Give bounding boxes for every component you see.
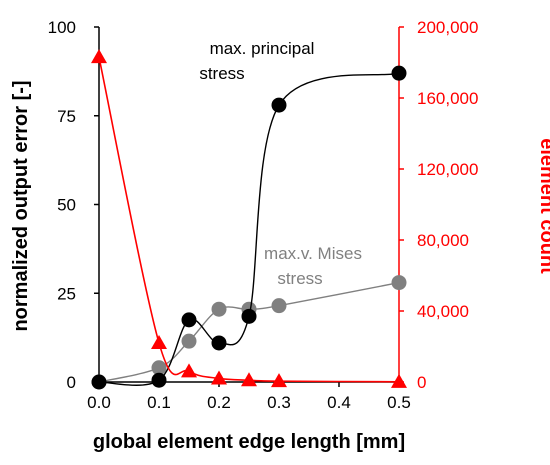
data-point-principal [91, 374, 107, 390]
data-point-principal [151, 372, 167, 388]
data-point-element-count [181, 363, 197, 378]
data-point-element-count [391, 373, 407, 388]
y-tick-label: 0 [67, 373, 76, 392]
data-point-mises [151, 360, 167, 376]
y2-tick-label: 40,000 [417, 302, 469, 321]
annotation-mises-line2: stress [277, 269, 322, 288]
annotation-principal-line1: max. principal [210, 39, 315, 58]
annotation-mises-line1: max.v. Mises [264, 244, 362, 263]
x-tick-label: 0.1 [147, 393, 171, 412]
y-tick-label: 75 [57, 107, 76, 126]
series-line-principal [98, 72, 400, 386]
x-axis-title: global element edge length [mm] [93, 431, 405, 453]
y-tick-label: 100 [48, 18, 76, 37]
x-tick-label: 0.2 [207, 393, 231, 412]
x-tick-label: 0.5 [387, 393, 411, 412]
x-tick-label: 0.3 [267, 393, 291, 412]
x-tick-label: 0.4 [327, 393, 351, 412]
data-point-principal [271, 97, 287, 113]
series-line-mises [98, 281, 400, 383]
series-layer [91, 49, 407, 390]
data-point-principal [181, 312, 197, 328]
data-point-mises [181, 333, 197, 349]
y-axis-title: normalized output error [-] [10, 80, 32, 331]
data-point-element-count [211, 370, 227, 385]
series-line-element-count [98, 57, 400, 383]
y-tick-label: 25 [57, 284, 76, 303]
x-tick-label: 0.0 [87, 393, 111, 412]
data-point-element-count [91, 49, 107, 64]
y2-tick-label: 80,000 [417, 231, 469, 250]
axes-layer: 0.0 0.1 0.2 0.3 0.4 0.5 0 25 50 75 100 0 40,000 80,00… [48, 18, 479, 412]
y-tick-label: 50 [57, 196, 76, 215]
label-layer: global element edge length [mm] normaliz… [10, 39, 550, 453]
data-point-element-count [271, 373, 287, 388]
data-point-mises [391, 275, 407, 291]
data-point-principal [241, 308, 257, 324]
y2-tick-label: 160,000 [417, 89, 478, 108]
data-point-principal [211, 335, 227, 351]
data-point-mises [211, 301, 227, 317]
data-point-element-count [241, 372, 257, 387]
y2-tick-label: 200,000 [417, 18, 478, 37]
y2-tick-label: 120,000 [417, 160, 478, 179]
data-point-principal [391, 65, 407, 81]
annotation-principal-line2: stress [199, 64, 244, 83]
data-point-mises [271, 298, 287, 314]
y2-tick-label: 0 [417, 373, 426, 392]
data-point-element-count [151, 334, 167, 349]
y2-axis-title: element count [536, 138, 550, 274]
